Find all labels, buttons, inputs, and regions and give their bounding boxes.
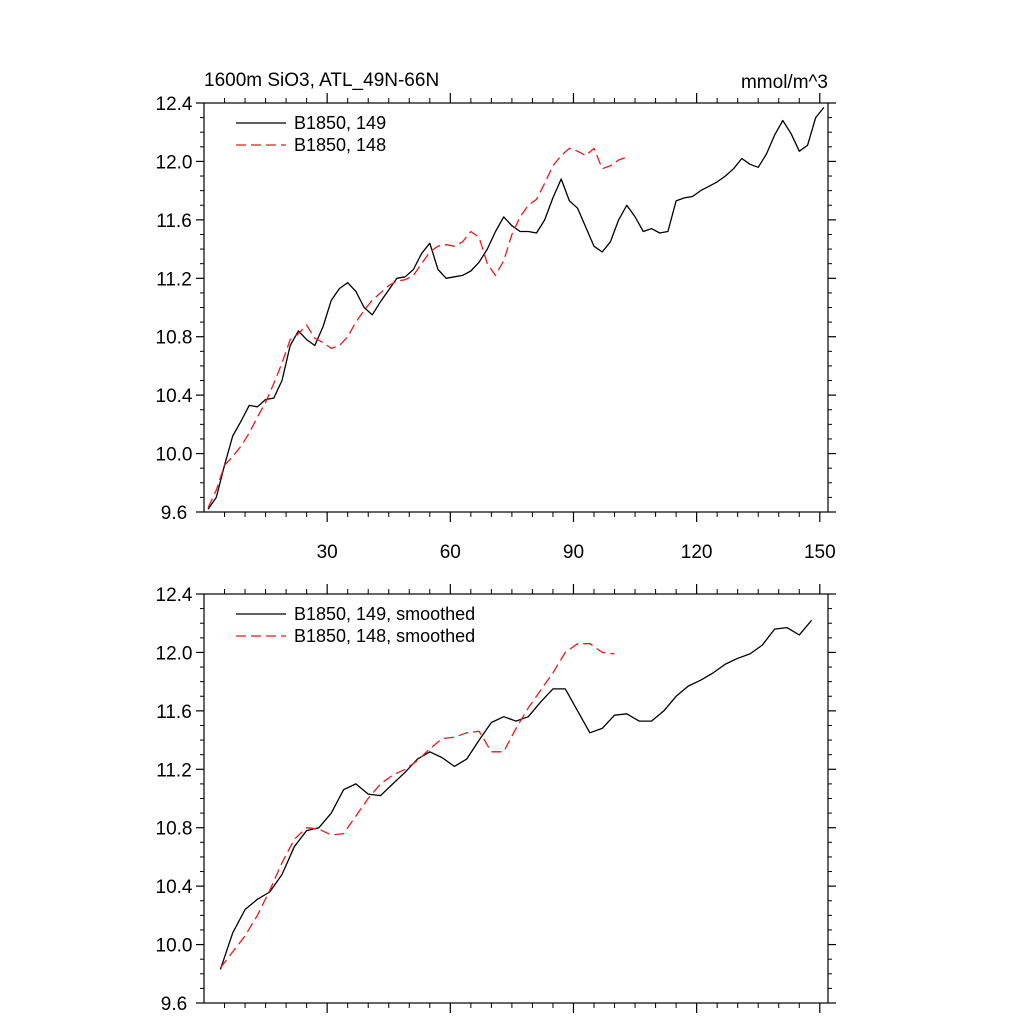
y-tick-label: 11.6 bbox=[156, 702, 192, 723]
y-tick-label: 12.4 bbox=[156, 585, 193, 606]
x-tick-label: 150 bbox=[804, 542, 836, 563]
y-tick-label: 12.4 bbox=[156, 94, 193, 115]
x-tick-label: 60 bbox=[440, 542, 461, 563]
y-tick-label: 12.0 bbox=[156, 152, 193, 173]
chart-title: 1600m SiO3, ATL_49N-66N bbox=[204, 70, 439, 91]
series-line-0 bbox=[219, 619, 813, 970]
y-tick-label: 10.8 bbox=[156, 328, 193, 349]
y-tick-label: 10.0 bbox=[156, 445, 193, 466]
x-tick-label: 120 bbox=[681, 542, 713, 563]
x-tick-label: 30 bbox=[317, 542, 338, 563]
chart-units: mmol/m^3 bbox=[741, 72, 828, 93]
y-tick-label: 9.6 bbox=[161, 994, 187, 1015]
legend-label: B1850, 149, smoothed bbox=[294, 604, 475, 624]
series-line-1 bbox=[207, 147, 628, 508]
y-tick-label: 11.6 bbox=[156, 211, 192, 232]
legend-label: B1850, 148, smoothed bbox=[294, 626, 475, 646]
plot-frame bbox=[203, 102, 829, 513]
y-tick-label: 10.0 bbox=[156, 936, 193, 957]
y-tick-label: 9.6 bbox=[161, 503, 187, 524]
bottom-panel-plot: 9.6 10.0 10.4 10.8 11.2 11.6 12.0 12.4 B1850, 14… bbox=[156, 584, 836, 1015]
y-tick-label: 11.2 bbox=[156, 269, 192, 290]
series-line-1 bbox=[219, 643, 615, 969]
y-tick-label: 10.4 bbox=[156, 386, 193, 407]
x-tick-label: 90 bbox=[563, 542, 584, 563]
top-panel-plot: 9.6 10.0 10.4 10.8 11.2 11.6 12.0 12.4 30 60 90 120… bbox=[156, 93, 836, 563]
series-line-0 bbox=[207, 106, 825, 510]
y-tick-label: 10.4 bbox=[156, 877, 193, 898]
legend-label: B1850, 149 bbox=[294, 113, 386, 133]
legend-label: B1850, 148 bbox=[294, 135, 386, 155]
y-tick-label: 10.8 bbox=[156, 819, 193, 840]
y-tick-label: 12.0 bbox=[156, 643, 193, 664]
plot-frame bbox=[203, 593, 829, 1004]
y-tick-label: 11.2 bbox=[156, 760, 192, 781]
